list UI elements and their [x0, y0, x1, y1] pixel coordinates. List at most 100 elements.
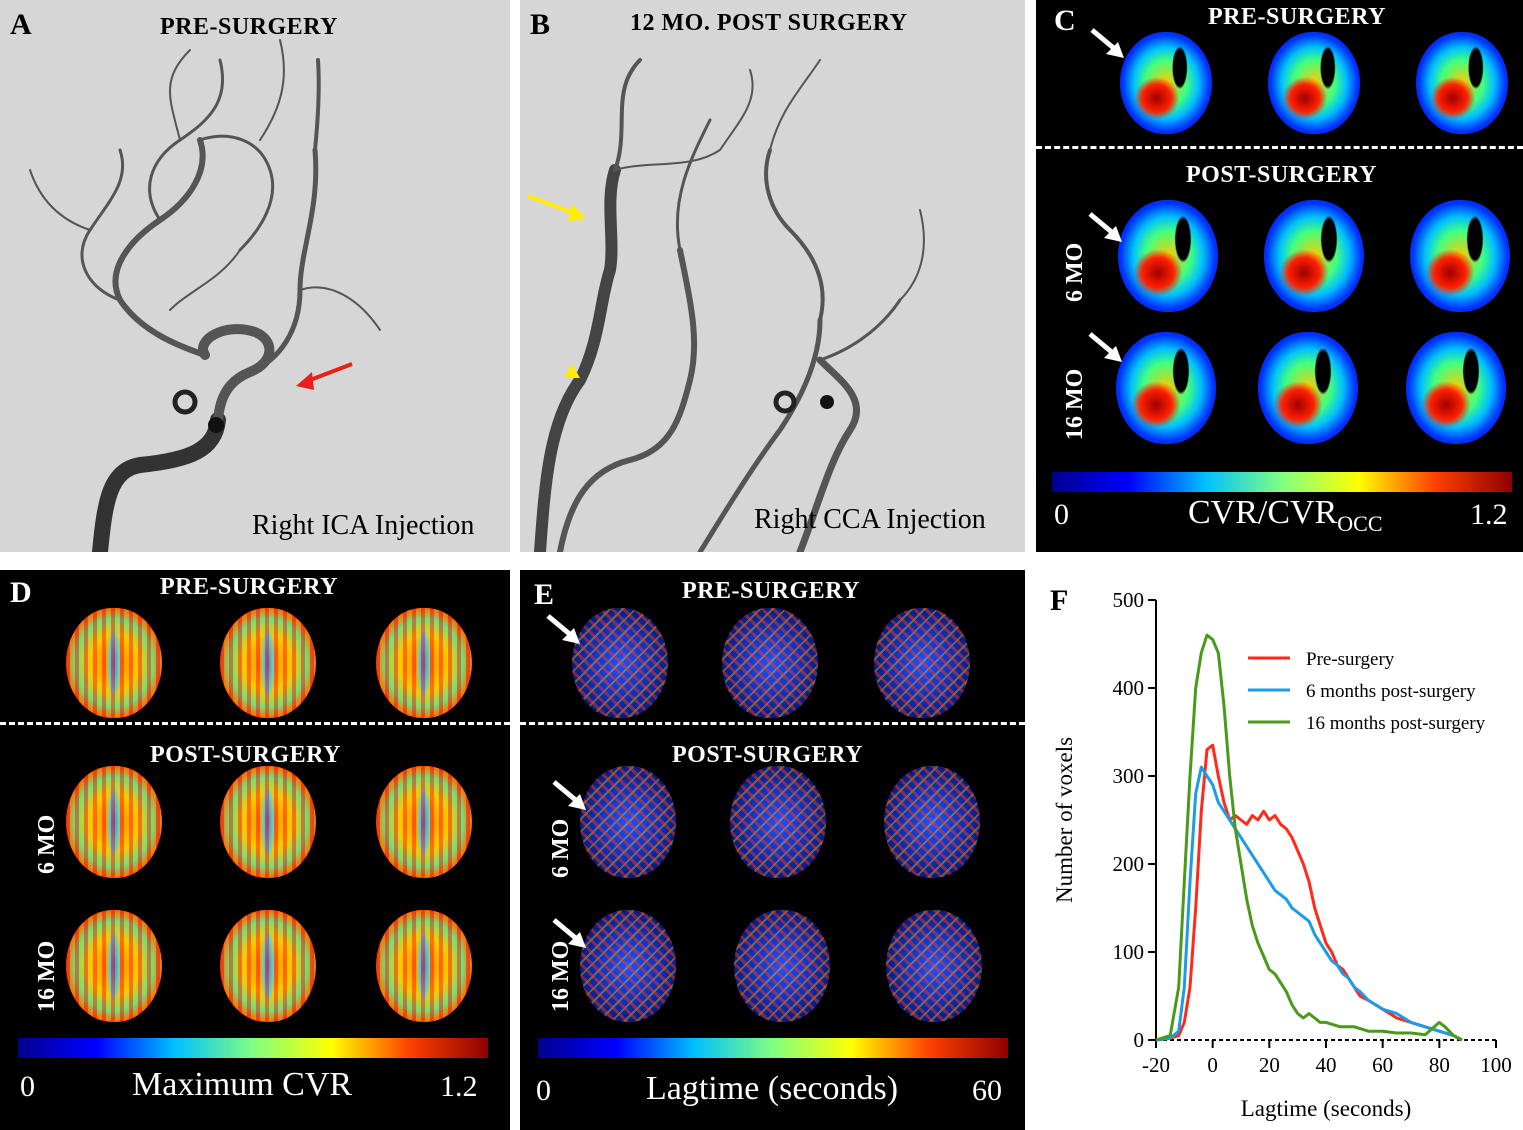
panel-label-d: D — [10, 576, 32, 609]
x-tick-label: 100 — [1480, 1053, 1512, 1077]
series-line-3 — [1155, 633, 1463, 1042]
panel-a-title: PRE-SURGERY — [160, 14, 338, 40]
x-tick-label: 80 — [1429, 1053, 1450, 1077]
brain-map — [1416, 32, 1508, 134]
x-tick-label: 40 — [1316, 1053, 1337, 1077]
brain-map — [1410, 200, 1510, 312]
white-arrow-icon — [552, 780, 586, 810]
colorbar-title-main: CVR/CVR — [1188, 494, 1338, 531]
x-tick-label: -20 — [1142, 1053, 1170, 1077]
yellow-arrowhead-icon — [564, 364, 580, 378]
brain-map — [1268, 32, 1360, 134]
brain-map — [66, 910, 162, 1022]
panel-label-f: F — [1050, 584, 1068, 617]
brain-map — [376, 766, 472, 878]
brain-map — [1264, 200, 1364, 312]
angiogram-image-b — [520, 0, 1025, 552]
white-arrow-icon — [552, 918, 586, 948]
y-tick-label: 0 — [1134, 1028, 1145, 1052]
brain-map — [220, 766, 316, 878]
panel-a-caption: Right ICA Injection — [252, 510, 475, 541]
row-label-6mo: 6 MO — [1062, 242, 1088, 302]
panel-c: C PRE-SURGERY POST-SURGERY 6 MO 16 MO 0 … — [1036, 0, 1523, 552]
brain-map — [572, 608, 668, 718]
legend-label: Pre-surgery — [1306, 649, 1395, 670]
series-line-2 — [1155, 765, 1463, 1042]
row-label-16mo: 16 MO — [34, 940, 60, 1012]
brain-map — [874, 608, 970, 718]
red-arrow-icon — [296, 372, 314, 390]
white-arrow-icon — [1088, 212, 1122, 242]
white-arrow-icon — [1090, 28, 1124, 58]
divider — [1036, 146, 1523, 149]
yellow-arrow-line — [527, 194, 577, 216]
colorbar-title-sub: OCC — [1337, 510, 1383, 536]
colorbar-min: 0 — [20, 1070, 35, 1103]
colorbar-min: 0 — [536, 1074, 551, 1107]
y-tick-label: 400 — [1113, 676, 1145, 700]
y-tick-label: 200 — [1113, 852, 1145, 876]
brain-map — [66, 608, 162, 718]
row-label-6mo: 6 MO — [548, 818, 574, 878]
panel-label-c: C — [1054, 4, 1076, 37]
panel-label-a: A — [10, 8, 32, 41]
panel-b-caption: Right CCA Injection — [754, 504, 986, 535]
brain-map — [886, 910, 982, 1022]
series-line-1 — [1155, 743, 1463, 1042]
x-tick-label: 60 — [1372, 1053, 1393, 1077]
colorbar-max: 1.2 — [1470, 498, 1508, 531]
y-axis-label: Number of voxels — [1052, 737, 1077, 903]
panel-e-title-pre: PRE-SURGERY — [682, 578, 860, 604]
x-axis-label: Lagtime (seconds) — [1241, 1096, 1412, 1121]
panel-e-title-post: POST-SURGERY — [672, 742, 863, 768]
x-tick-label: 20 — [1259, 1053, 1280, 1077]
brain-map — [1120, 32, 1212, 134]
colorbar-title: CVR/CVROCC — [1188, 494, 1383, 537]
legend-label: 6 months post-surgery — [1306, 681, 1476, 702]
panel-d-title-post: POST-SURGERY — [150, 742, 341, 768]
panel-label-e: E — [534, 578, 555, 611]
row-label-6mo: 6 MO — [34, 814, 60, 874]
brain-map — [1258, 332, 1358, 444]
brain-map — [734, 910, 830, 1022]
x-tick-label: 0 — [1207, 1053, 1218, 1077]
brain-map — [722, 608, 818, 718]
colorbar — [1052, 472, 1512, 492]
brain-map — [376, 608, 472, 718]
colorbar-title: Maximum CVR — [132, 1066, 353, 1103]
y-tick-label: 100 — [1113, 940, 1145, 964]
panel-f: F 0 100 200 300 400 500 -20 0 20 40 60 80 100 Lagtime … — [1036, 570, 1523, 1130]
brain-map — [220, 608, 316, 718]
brain-map — [1406, 332, 1506, 444]
y-tick-label: 300 — [1113, 764, 1145, 788]
panel-c-title-post: POST-SURGERY — [1186, 162, 1377, 188]
panel-c-title-pre: PRE-SURGERY — [1208, 4, 1386, 30]
white-arrow-icon — [546, 614, 580, 644]
divider — [520, 722, 1025, 725]
yellow-arrow-icon — [568, 204, 586, 222]
brain-map — [730, 766, 826, 878]
y-tick-label: 500 — [1113, 588, 1145, 612]
brain-map — [884, 766, 980, 878]
white-arrow-icon — [1088, 332, 1122, 362]
colorbar — [538, 1038, 1008, 1058]
brain-map — [1116, 332, 1216, 444]
divider — [0, 722, 510, 725]
legend-label: 16 months post-surgery — [1306, 713, 1486, 734]
brain-map — [1118, 200, 1218, 312]
panel-d: D PRE-SURGERY POST-SURGERY 6 MO 16 MO 0 … — [0, 570, 510, 1130]
angiogram-image-a — [0, 0, 510, 552]
colorbar-max: 60 — [972, 1074, 1002, 1107]
panel-a: A PRE-SURGERY Right ICA Injection — [0, 0, 510, 552]
row-label-16mo: 16 MO — [1062, 368, 1088, 440]
panel-e: E PRE-SURGERY POST-SURGERY 6 MO 16 MO 0 … — [520, 570, 1025, 1130]
brain-map — [376, 910, 472, 1022]
brain-map — [220, 910, 316, 1022]
panel-d-title-pre: PRE-SURGERY — [160, 574, 338, 600]
panel-label-b: B — [530, 8, 551, 41]
colorbar-title: Lagtime (seconds) — [646, 1070, 899, 1107]
brain-map — [66, 766, 162, 878]
colorbar-max: 1.2 — [440, 1070, 478, 1103]
colorbar — [18, 1038, 488, 1058]
